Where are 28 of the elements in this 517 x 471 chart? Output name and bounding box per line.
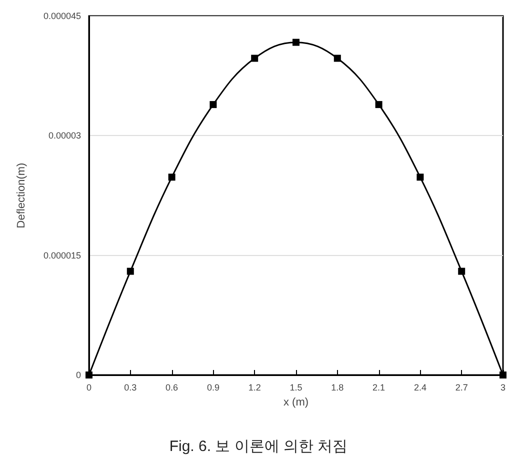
text: Fig. 6. 보 이론에 의한 처짐 <box>169 438 348 455</box>
y-axis-title: Deflection(m) <box>16 162 28 228</box>
x-tick-label: 0.3 <box>124 382 137 392</box>
x-axis-title: x (m) <box>283 396 309 408</box>
x-tick-label: 2.1 <box>372 382 386 392</box>
point <box>210 101 217 108</box>
x-tick-label: 3 <box>500 382 506 392</box>
point <box>292 38 300 46</box>
point <box>251 54 258 62</box>
point <box>416 174 424 181</box>
x-tick-label: 1.5 <box>290 382 302 392</box>
x-tick-label: 0 <box>86 382 92 392</box>
point <box>126 268 134 275</box>
y-tick-label: 0.00003 <box>48 130 81 141</box>
y-tick-label: 0.000045 <box>43 11 81 21</box>
y-tick-label: 0 <box>76 370 81 380</box>
x-tick-label: 2.7 <box>455 382 468 392</box>
point <box>168 174 176 181</box>
x-tick-label: 0.9 <box>206 382 220 392</box>
point <box>86 372 92 378</box>
x-tick-label: 0.6 <box>166 382 178 392</box>
point <box>458 268 466 275</box>
y-tick-label: 0.000015 <box>43 250 81 260</box>
point <box>375 101 382 108</box>
point <box>334 54 341 62</box>
x-tick-label: 1.8 <box>331 382 344 392</box>
x-tick-label: 1.2 <box>248 382 261 392</box>
x-tick-label: 2.4 <box>414 382 426 392</box>
